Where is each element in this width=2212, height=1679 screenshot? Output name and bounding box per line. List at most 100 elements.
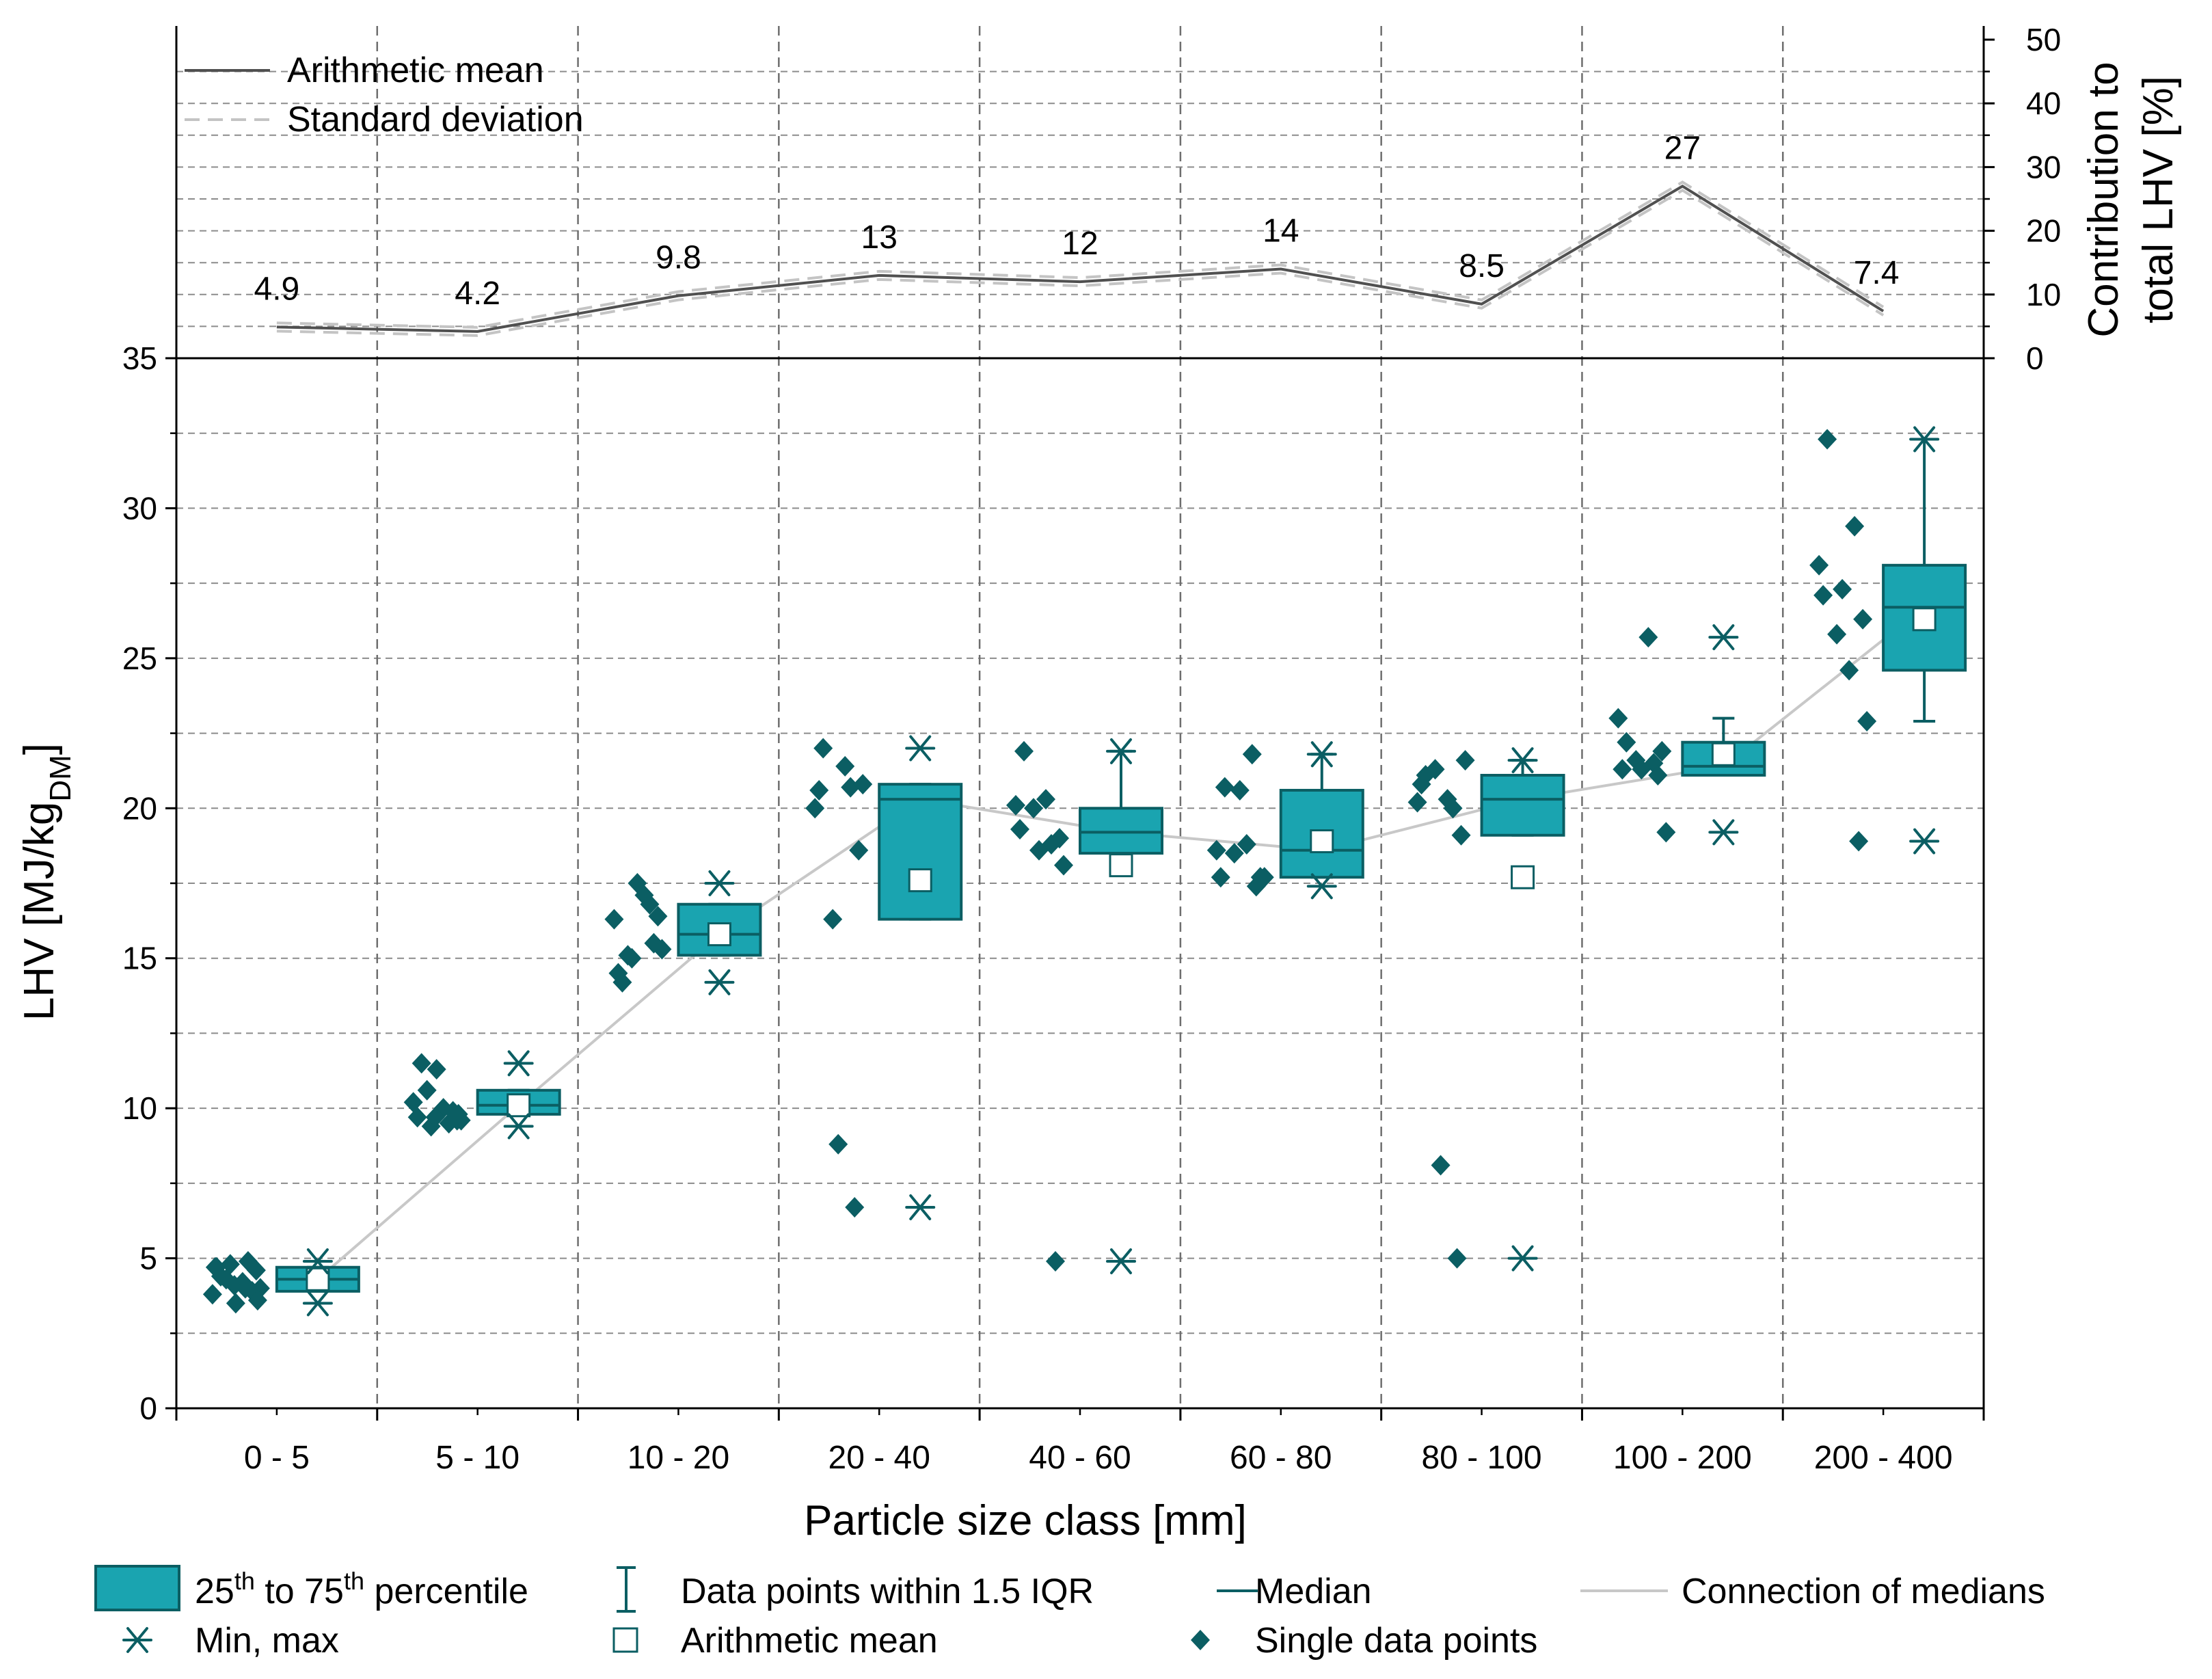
y-tick-label: 5 [139,1241,157,1276]
x-category-label: 80 - 100 [1421,1440,1541,1476]
single-data-point [425,1107,445,1128]
min-marker [503,1113,534,1140]
single-data-point [1652,740,1672,762]
iqr-box [878,783,963,921]
single-data-point [246,1260,266,1281]
mean-marker [1310,829,1334,854]
star-stroke [1913,828,1936,855]
single-data-point [1211,867,1230,888]
box-1 [476,1088,561,1118]
iqr-box [1079,807,1163,855]
min-marker [1306,873,1337,900]
mean-marker [1511,865,1535,889]
y-tick-label: 10 [122,1090,157,1126]
y-axis-title-main: LHV [MJ/kg [16,802,63,1021]
single-data-point [1813,585,1833,606]
x-category-label: 200 - 400 [1814,1440,1953,1476]
legend-connection-label: Connection of medians [1682,1572,2045,1611]
legend-whisker-swatch [617,1566,636,1613]
legend-minmax-swatch [122,1627,152,1653]
median-connection-line [316,606,1926,1280]
max-marker [1909,426,1940,453]
single-data-point [1839,660,1859,681]
single-data-point [1431,1155,1451,1176]
single-data-point [448,1103,468,1125]
contribution-data-label: 4.2 [455,276,500,312]
single-data-point [412,1053,431,1074]
y2-tick-label: 40 [2026,85,2061,121]
single-data-point [1857,711,1877,732]
y-tick-label: 25 [122,641,157,676]
y2-axis-title-line2: total LHV [%] [2135,76,2182,323]
single-data-point [403,1092,423,1113]
single-data-point [644,932,664,954]
min-marker [302,1290,333,1317]
single-data-point [1224,843,1244,864]
single-data-point [1050,828,1069,849]
max-marker [1106,738,1136,764]
star-stroke [1110,738,1132,764]
single-data-point [1632,759,1651,780]
single-data-point [235,1278,255,1299]
y2-tick-label: 30 [2026,149,2061,185]
y-tick-label: 15 [122,941,157,976]
star-stroke [909,735,932,762]
box-5 [1279,753,1364,879]
single-data-point [1617,731,1636,753]
mean-marker [1109,853,1133,878]
y-axis-title-end: ] [16,743,63,755]
min-marker [1909,828,1940,855]
y2-tick-label: 0 [2026,340,2044,376]
max-marker [905,735,936,762]
single-data-point [805,798,825,819]
single-data-point [1407,792,1427,813]
star-stroke [507,1113,530,1140]
box-6 [1480,759,1565,889]
std-dev-lower-line [276,189,1885,337]
legend-single-point-swatch [1191,1630,1210,1650]
single-data-point [1416,765,1435,786]
star-stroke [1712,624,1735,651]
single-data-point [1246,876,1266,897]
x-category-label: 60 - 80 [1230,1440,1332,1476]
legend-mean-swatch [612,1627,638,1653]
single-data-point [1853,608,1873,630]
box-7 [1681,716,1766,777]
mean-marker [507,1093,531,1118]
contribution-panel: 4.9 4.2 9.8 13 12 14 8.5 27 7.4 Arithmetic mean St… [185,51,1899,337]
single-data-point [612,971,632,993]
legend: 25th to 75th percentile Data points withi… [94,1565,2045,1661]
single-data-point [618,945,638,966]
star-stroke [507,1050,530,1077]
single-data-point [1613,759,1632,780]
iqr-box [1480,774,1565,837]
y-axis-title: LHV [MJ/kgDM] [16,743,77,1021]
single-data-point [1608,708,1628,729]
single-data-point [1036,789,1055,810]
single-data-point [1656,822,1676,843]
min-marker [1106,1248,1136,1274]
x-category-label: 20 - 40 [828,1440,930,1476]
single-data-point [417,1079,437,1101]
single-data-point [809,779,829,801]
mean-contribution-line [276,185,1885,333]
single-data-point [1242,744,1262,765]
single-data-point [1206,840,1226,861]
x-category-label: 0 - 5 [244,1440,310,1476]
y2-axis-title-line1: Contribution to [2080,62,2127,337]
single-data-point [1455,750,1475,771]
single-data-point [813,738,833,759]
legend-mean-label: Arithmetic mean [681,1621,938,1661]
single-data-point [828,1133,848,1155]
single-data-point [1833,578,1852,600]
max-marker [704,870,735,896]
single-data-point [823,909,843,930]
star-stroke [1310,873,1333,900]
y-tick-label: 35 [122,340,157,376]
y-tick-label: 0 [139,1391,157,1426]
star-stroke [1310,741,1333,768]
legend-within-iqr-label: Data points within 1.5 IQR [681,1572,1094,1611]
single-data-point [1447,1248,1467,1269]
single-data-point [1014,740,1034,762]
